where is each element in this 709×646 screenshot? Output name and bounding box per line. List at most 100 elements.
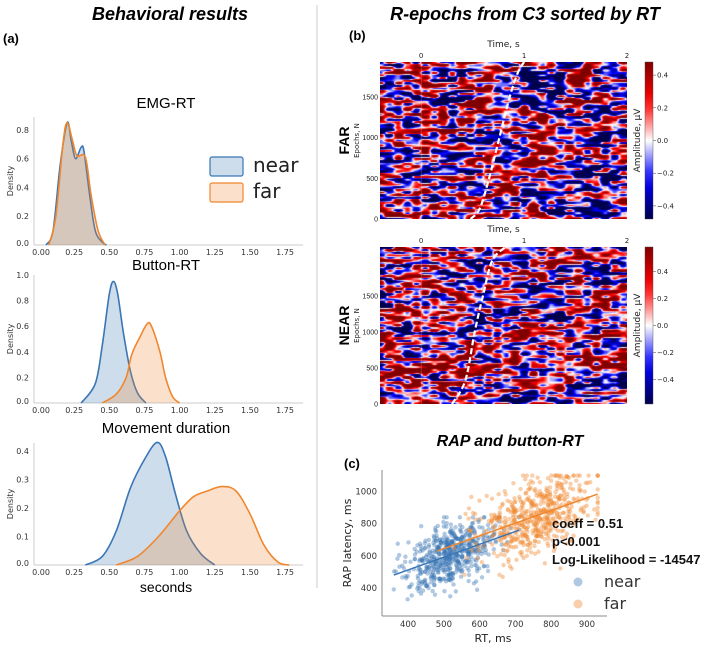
scatter-point-near — [460, 557, 466, 562]
far-points — [451, 473, 600, 580]
density-plot-1: Button-RT 0.0 0.2 0.4 0.6 0.8 1.0 0.00 0.25 0.50 0… — [6, 257, 303, 415]
scatter-point-near — [462, 533, 468, 538]
scatter-point-far — [536, 528, 541, 534]
scatter-point-near — [454, 565, 460, 571]
scatter-point-far — [476, 548, 482, 553]
scatter-point-far — [510, 505, 515, 510]
scatter-point-far — [518, 513, 523, 518]
scatter-point-far — [520, 539, 525, 544]
scatter-point-near — [450, 546, 455, 552]
scatter-point-far — [528, 498, 533, 504]
x-tick-label: 0.25 — [65, 406, 83, 415]
scatter-point-near — [480, 525, 485, 530]
scatter-point-near — [448, 526, 454, 532]
scatter-point-far — [513, 499, 518, 505]
legend-marker-far — [573, 599, 583, 609]
scatter-point-far — [523, 511, 529, 517]
scatter-point-near — [485, 568, 491, 574]
scatter-point-far — [583, 480, 589, 486]
scatter-point-far — [524, 553, 530, 559]
scatter-point-far — [469, 494, 474, 500]
scatter-point-near — [406, 585, 412, 590]
scatter-point-far — [546, 543, 551, 549]
y-tick-label: 0.0 — [16, 397, 29, 406]
scatter-point-far — [553, 519, 558, 524]
scatter-point-near — [441, 551, 446, 557]
scatter-point-near — [467, 532, 472, 537]
scatter-point-near — [464, 549, 470, 554]
scatter-point-far — [584, 503, 589, 508]
scatter-point-near — [447, 547, 453, 553]
scatter-point-near — [424, 566, 429, 572]
scatter-point-near — [444, 535, 449, 540]
scatter-point-far — [558, 566, 563, 571]
scatter-point-far — [557, 496, 562, 502]
scatter-point-far — [502, 519, 508, 525]
scatter-point-far — [566, 514, 572, 520]
scatter-point-far — [523, 477, 528, 482]
scatter-point-far — [512, 499, 517, 505]
scatter-point-near — [455, 536, 461, 542]
scatter-point-far — [546, 512, 552, 518]
scatter-point-near — [491, 546, 496, 552]
scatter-point-near — [424, 564, 429, 569]
scatter-point-far — [526, 524, 531, 529]
plot-title: Button-RT — [132, 257, 200, 274]
scatter-point-near — [395, 541, 400, 546]
x-tick-label: 1.50 — [241, 248, 259, 257]
scatter-point-near — [447, 572, 452, 577]
scatter-point-near — [466, 568, 471, 573]
scatter-point-far — [525, 542, 530, 548]
scatter-point-far — [496, 491, 501, 497]
scatter-point-far — [530, 530, 536, 536]
scatter-point-far — [533, 529, 538, 534]
scatter-point-near — [422, 579, 427, 585]
scatter-point-far — [547, 522, 553, 528]
scatter-point-far — [528, 550, 534, 555]
scatter-point-far — [475, 556, 480, 561]
scatter-point-near — [432, 565, 437, 570]
scatter-point-far — [576, 486, 582, 492]
scatter-point-near — [459, 553, 465, 559]
scatter-point-near — [445, 537, 451, 542]
scatter-point-near — [456, 555, 462, 560]
y-tick-label: 0.8 — [16, 126, 29, 135]
scatter-point-near — [473, 548, 479, 554]
x-tick-label: 0.25 — [65, 248, 83, 257]
scatter-point-near — [468, 541, 473, 547]
scatter-point-near — [430, 548, 435, 553]
scatter-point-far — [581, 510, 586, 515]
scatter-point-near — [482, 515, 487, 520]
scatter-point-near — [466, 578, 471, 584]
scatter-point-near — [434, 533, 439, 538]
scatter-point-far — [540, 494, 546, 500]
scatter-point-near — [451, 547, 457, 552]
scatter-point-near — [436, 545, 441, 551]
scatter-point-near — [468, 529, 474, 535]
scatter-point-far — [565, 494, 570, 499]
scatter-point-near — [444, 524, 449, 529]
scatter-point-far — [504, 519, 509, 524]
scatter-point-near — [469, 524, 474, 529]
scatter-point-far — [520, 534, 526, 539]
scatter-point-near — [418, 571, 423, 577]
scatter-point-near — [455, 559, 461, 565]
scatter-point-far — [468, 528, 473, 533]
scatter-point-near — [445, 542, 451, 547]
scatter-point-far — [515, 534, 520, 539]
scatter-point-near — [467, 533, 472, 538]
scatter-point-far — [497, 530, 502, 535]
scatter-point-far — [497, 514, 502, 519]
scatter-point-near — [419, 579, 425, 585]
scatter-point-far — [533, 534, 539, 539]
scatter-point-near — [401, 566, 407, 571]
scatter-point-far — [506, 559, 511, 565]
scatter-point-far — [488, 520, 494, 525]
scatter-point-near — [454, 556, 459, 562]
legend-swatch-far — [209, 182, 244, 203]
scatter-point-near — [465, 559, 470, 565]
colorbar-tick-label: −0.4 — [657, 202, 675, 210]
scatter-point-near — [441, 576, 446, 581]
scatter-point-far — [497, 515, 502, 520]
scatter-point-far — [561, 487, 566, 492]
